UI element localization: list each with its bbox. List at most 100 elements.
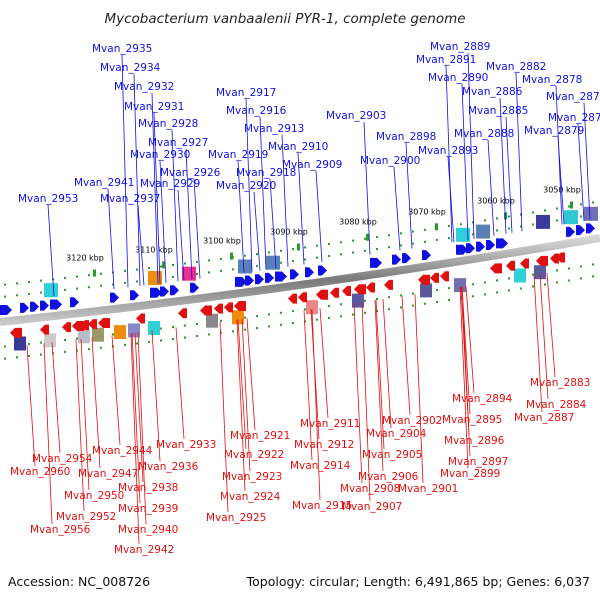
kbp-tick	[162, 261, 165, 269]
reverse-leader-line	[401, 296, 411, 416]
summary-text: Topology: circular; Length: 6,491,865 bp…	[246, 574, 590, 589]
reverse-gene-label: Mvan_2899	[440, 468, 500, 480]
tick-dot	[4, 357, 6, 360]
reverse-gene-arrow	[224, 302, 233, 313]
tick-dot	[412, 230, 414, 233]
forward-gene-arrow	[370, 257, 382, 268]
reverse-gene-arrow	[88, 319, 97, 330]
reverse-leader-line	[311, 309, 321, 501]
forward-gene-arrow	[255, 274, 264, 285]
reverse-gene-label: Mvan_2902	[382, 415, 442, 427]
reverse-leader-line	[236, 319, 246, 492]
reverse-leader-line	[533, 275, 543, 413]
tick-dot	[220, 319, 222, 322]
cog-box	[14, 336, 26, 351]
reverse-leader-line	[465, 286, 475, 394]
tick-dot	[88, 286, 90, 289]
tick-dot	[496, 217, 498, 220]
tick-dot	[76, 337, 78, 340]
forward-gene-arrow	[305, 267, 314, 278]
tick-dot	[472, 221, 474, 224]
reverse-leader-line	[137, 332, 147, 525]
forward-leader-line	[557, 136, 565, 225]
tick-dot	[64, 276, 66, 279]
tick-dot	[532, 223, 534, 226]
tick-dot	[196, 335, 198, 337]
reverse-gene-label: Mvan_2907	[342, 501, 402, 513]
tick-dot	[472, 233, 474, 236]
reverse-leader-line	[26, 345, 36, 467]
tick-dot	[436, 288, 438, 291]
kbp-tick-label: 3080 kbp	[339, 218, 377, 227]
reverse-gene-arrow	[98, 318, 110, 329]
tick-dot	[208, 271, 210, 274]
forward-leader-line	[393, 166, 401, 251]
reverse-leader-line	[539, 274, 549, 400]
reverse-gene-arrow	[418, 274, 430, 285]
forward-gene-label: Mvan_2879	[524, 125, 584, 137]
reverse-gene-arrow	[298, 292, 307, 303]
forward-gene-arrow	[0, 305, 12, 315]
forward-gene-label: Mvan_2891	[416, 54, 476, 66]
reverse-gene-arrow	[506, 260, 515, 271]
reverse-leader-line	[353, 303, 363, 484]
tick-dot	[256, 315, 258, 318]
cog-box	[454, 278, 466, 293]
tick-dot	[556, 207, 558, 210]
forward-leader-line	[269, 178, 277, 269]
reverse-gene-arrow	[536, 255, 548, 266]
tick-dot	[64, 338, 66, 341]
reverse-gene-label: Mvan_2906	[358, 471, 419, 483]
tick-dot	[124, 281, 126, 284]
cog-box	[232, 310, 244, 325]
forward-gene-label: Mvan_2926	[160, 167, 221, 179]
tick-dot	[412, 292, 414, 295]
tick-dot	[244, 316, 246, 319]
tick-dot	[328, 255, 330, 257]
forward-gene-label: Mvan_2930	[130, 149, 190, 161]
tick-dot	[28, 281, 30, 283]
reverse-leader-line	[303, 310, 313, 461]
tick-dot	[316, 244, 318, 247]
forward-gene-arrow	[456, 244, 468, 255]
forward-gene-arrow	[576, 225, 585, 236]
reverse-gene-arrow	[330, 287, 339, 298]
reverse-leader-line	[375, 299, 385, 450]
gene-arrows	[0, 223, 595, 338]
genome-backbone	[0, 234, 600, 326]
tick-dot	[16, 294, 18, 297]
tick-dot	[40, 353, 42, 356]
tick-dot	[400, 294, 402, 297]
reverse-gene-arrow	[80, 320, 89, 331]
tick-dot	[208, 333, 210, 336]
tick-dot	[220, 269, 222, 272]
kbp-tick-label: 3060 kbp	[477, 196, 515, 205]
cog-box	[44, 333, 56, 348]
tick-dot	[352, 251, 354, 254]
cog-box	[78, 329, 90, 344]
forward-leader-line	[577, 123, 585, 221]
reverse-gene-label: Mvan_2896	[444, 435, 505, 447]
reverse-leader-line	[319, 308, 329, 419]
forward-gene-label: Mvan_2882	[486, 61, 546, 73]
forward-gene-label: Mvan_2927	[148, 137, 208, 149]
cog-box	[148, 271, 162, 285]
tick-dot	[460, 223, 462, 226]
tick-dot	[556, 281, 558, 284]
cog-box	[564, 210, 578, 225]
reverse-leader-line	[51, 342, 61, 454]
tick-dot	[508, 227, 510, 230]
reverse-gene-label: Mvan_2887	[514, 412, 574, 424]
forward-gene-label: Mvan_2919	[208, 149, 268, 161]
forward-gene-label: Mvan_2913	[244, 123, 304, 135]
reverse-gene-arrow	[214, 303, 223, 314]
tick-dot	[340, 303, 342, 306]
tick-dot	[16, 356, 18, 359]
forward-leader-line	[499, 97, 507, 234]
tick-dot	[508, 277, 510, 280]
genome-title: Mycobacterium vanbaalenii PYR-1, complet…	[104, 11, 465, 27]
tick-dot	[304, 308, 306, 311]
reverse-leader-line	[151, 330, 161, 462]
tick-dot	[4, 283, 6, 286]
tick-dot	[184, 336, 186, 339]
